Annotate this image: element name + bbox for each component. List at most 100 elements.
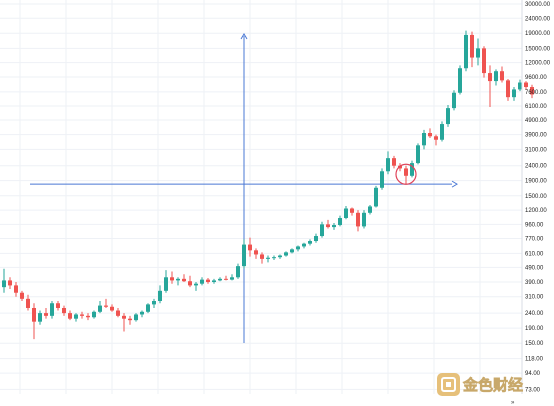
candle [110,304,114,312]
candle-body [248,244,252,251]
y-tick-label: 490.00 [525,265,544,271]
candlestick-series [2,30,534,340]
y-tick-label: 7600.00 [525,90,547,96]
candle-body [26,298,30,308]
price-axis[interactable]: 30000.00 24000.00 19000.00 15000.00 12000.00… [525,2,551,393]
candle-body [332,225,336,228]
candle [194,282,198,291]
candle [86,313,90,321]
candle [260,252,264,264]
candle [50,301,54,319]
candle-body [368,206,372,213]
candle [464,30,468,72]
candle [482,46,486,78]
grid-lines [0,0,522,394]
candle-body [98,305,102,312]
y-tick-label: 240.00 [525,311,544,317]
candle-body [152,301,156,305]
candle-body [122,315,126,319]
candle [266,255,270,263]
candle [134,313,138,322]
candle [212,278,216,284]
candle [290,248,294,254]
candle [476,38,480,66]
candle-body [170,277,174,281]
candle-body [2,280,6,288]
candle [362,210,366,229]
candle-body [398,165,402,169]
candle [242,239,246,269]
candle [506,78,510,101]
y-tick-label: 12000.00 [525,61,551,67]
candle-body [260,254,264,259]
candle-body [284,252,288,256]
candle [380,168,384,190]
candle-body [212,280,216,283]
candle-body [338,218,342,226]
candle [80,311,84,319]
candle [152,298,156,308]
candle [92,310,96,319]
y-tick-label: 19000.00 [525,31,551,37]
candle-body [404,168,408,176]
candle-body [182,278,186,282]
candle [518,79,522,92]
candle [20,290,24,302]
candle-body [464,34,468,69]
candle [488,65,492,108]
candle-body [344,208,348,219]
y-tick-label: 9600.00 [525,75,547,81]
candle-body [434,136,438,140]
candle [62,305,66,316]
candle [44,307,48,319]
candle [410,160,414,178]
candle-body [176,278,180,281]
candle [398,163,402,172]
candle [116,307,120,318]
candle-body [470,34,474,58]
candle-body [482,48,486,74]
candle-body [380,171,384,188]
candle-body [218,278,222,281]
candle-body [488,73,492,82]
candle-body [254,250,258,255]
y-tick-label: 73.00 [525,387,541,393]
candle-body [8,280,12,286]
candle [332,223,336,230]
candle-body [14,285,18,293]
candle [470,31,474,68]
candle-body [416,145,420,164]
candle [206,278,210,284]
candle [326,219,330,229]
candle-body [164,277,168,291]
candle-body [86,315,90,318]
candle-body [506,80,510,98]
candle-body [500,71,504,81]
candle [308,239,312,246]
candle [278,254,282,259]
candle-body [374,187,378,207]
y-tick-label: 4900.00 [525,118,547,124]
candle [32,303,36,340]
candle-body [428,132,432,137]
y-tick-label: 3100.00 [525,147,547,153]
candle [98,301,102,314]
candle-body [56,303,60,308]
candle [386,151,390,175]
chevron-double-right-icon[interactable]: » [511,400,515,406]
candle-body [386,158,390,172]
candle [38,310,42,325]
candle-body [128,318,132,321]
candle-body [80,314,84,316]
candle-body [92,311,96,318]
y-tick-label: 30000.00 [525,2,551,8]
candle-body [476,48,480,58]
candle-body [362,212,366,227]
y-tick-label: 960.00 [525,222,544,228]
candle-body [266,257,270,259]
candle [368,204,372,215]
candle [392,155,396,169]
candle [404,165,408,185]
candle-body [278,255,282,258]
